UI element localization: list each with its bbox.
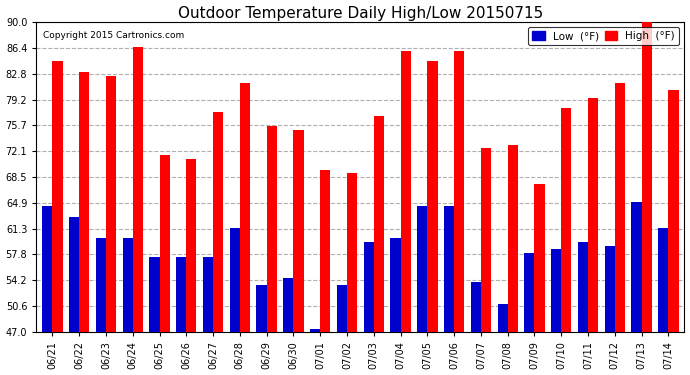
Bar	[106, 76, 116, 332]
Bar	[266, 126, 277, 332]
Bar	[337, 285, 347, 332]
Bar	[401, 51, 411, 332]
Bar	[669, 90, 678, 332]
Bar	[578, 242, 588, 332]
Bar	[444, 206, 454, 332]
Bar	[320, 170, 331, 332]
Bar	[230, 228, 240, 332]
Bar	[159, 155, 170, 332]
Bar	[213, 112, 224, 332]
Bar	[96, 238, 106, 332]
Bar	[524, 253, 535, 332]
Bar	[481, 148, 491, 332]
Bar	[79, 72, 90, 332]
Bar	[257, 285, 266, 332]
Bar	[535, 184, 544, 332]
Bar	[642, 18, 652, 332]
Bar	[374, 116, 384, 332]
Bar	[604, 246, 615, 332]
Bar	[391, 238, 401, 332]
Bar	[347, 174, 357, 332]
Bar	[508, 144, 518, 332]
Bar	[132, 47, 143, 332]
Bar	[42, 206, 52, 332]
Bar	[658, 228, 669, 332]
Bar	[454, 51, 464, 332]
Bar	[561, 108, 571, 332]
Legend: Low  (°F), High  (°F): Low (°F), High (°F)	[529, 27, 679, 45]
Bar	[52, 62, 63, 332]
Bar	[417, 206, 427, 332]
Bar	[240, 83, 250, 332]
Bar	[293, 130, 304, 332]
Bar	[631, 202, 642, 332]
Bar	[310, 329, 320, 332]
Bar	[176, 256, 186, 332]
Bar	[186, 159, 197, 332]
Bar	[615, 83, 625, 332]
Text: Copyright 2015 Cartronics.com: Copyright 2015 Cartronics.com	[43, 31, 184, 40]
Bar	[427, 62, 437, 332]
Bar	[69, 217, 79, 332]
Bar	[588, 98, 598, 332]
Title: Outdoor Temperature Daily High/Low 20150715: Outdoor Temperature Daily High/Low 20150…	[178, 6, 543, 21]
Bar	[123, 238, 132, 332]
Bar	[551, 249, 561, 332]
Bar	[364, 242, 374, 332]
Bar	[284, 278, 293, 332]
Bar	[497, 303, 508, 332]
Bar	[471, 282, 481, 332]
Bar	[203, 256, 213, 332]
Bar	[149, 256, 159, 332]
